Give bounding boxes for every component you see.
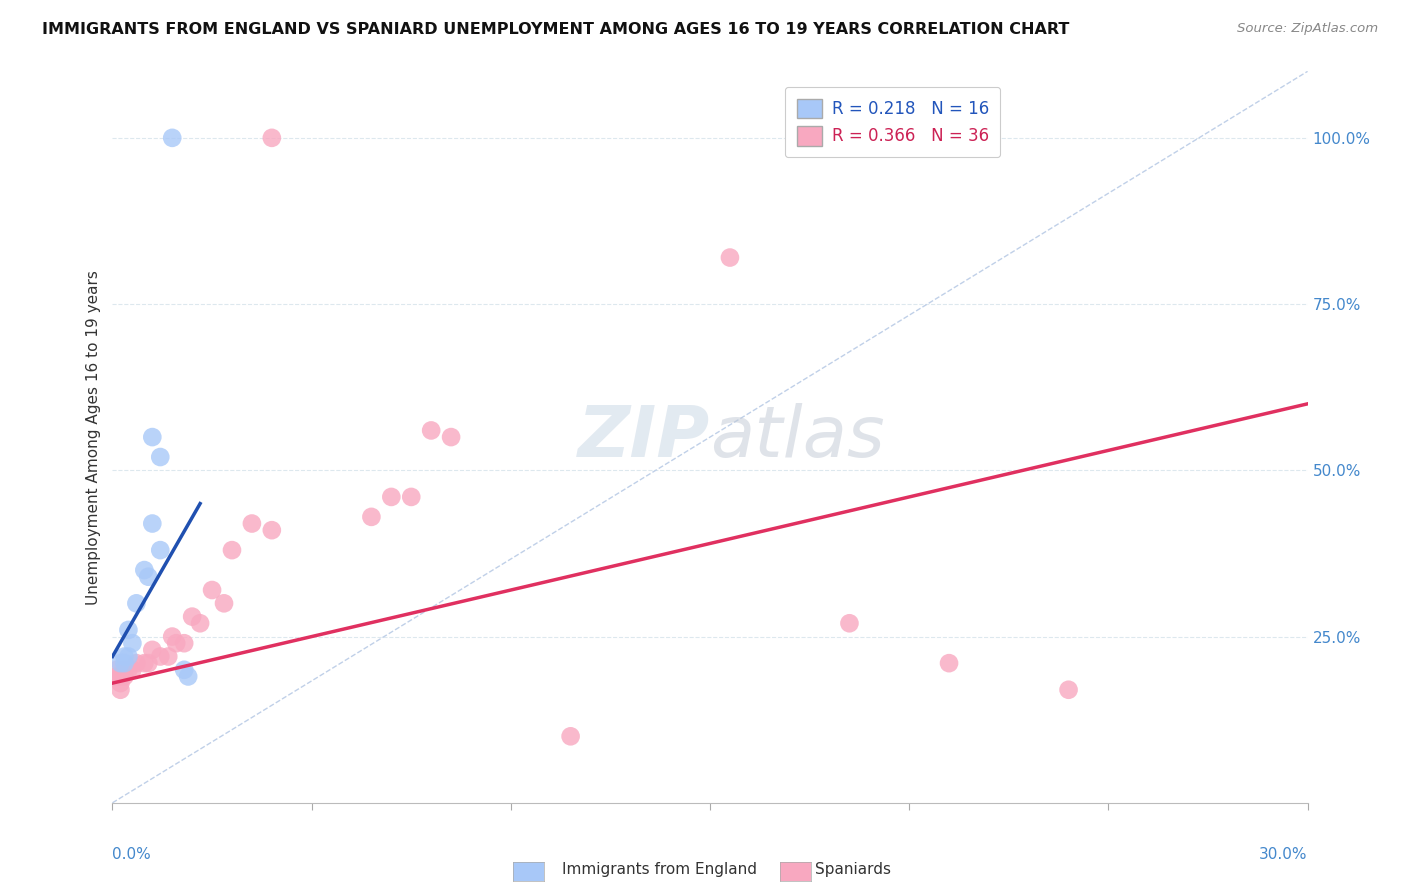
Text: ZIP: ZIP: [578, 402, 710, 472]
Point: [173, 636, 195, 650]
Text: Source: ZipAtlas.com: Source: ZipAtlas.com: [1237, 22, 1378, 36]
Point: [110, 669, 132, 683]
Text: 30.0%: 30.0%: [1260, 847, 1308, 862]
Point: [177, 669, 200, 683]
Point: [125, 656, 148, 670]
Point: [114, 669, 135, 683]
Point: [181, 609, 204, 624]
Point: [138, 570, 160, 584]
Point: [114, 663, 135, 677]
Point: [110, 682, 132, 697]
Y-axis label: Unemployment Among Ages 16 to 19 years: Unemployment Among Ages 16 to 19 years: [86, 269, 101, 605]
Point: [149, 649, 172, 664]
Point: [105, 669, 128, 683]
Point: [117, 649, 139, 664]
Point: [260, 131, 283, 145]
Point: [938, 656, 960, 670]
Point: [105, 663, 128, 677]
Point: [114, 656, 135, 670]
Point: [201, 582, 224, 597]
Point: [149, 543, 172, 558]
Point: [110, 676, 132, 690]
Text: Spaniards: Spaniards: [815, 863, 891, 877]
Point: [117, 623, 139, 637]
Point: [440, 430, 463, 444]
Text: IMMIGRANTS FROM ENGLAND VS SPANIARD UNEMPLOYMENT AMONG AGES 16 TO 19 YEARS CORRE: IMMIGRANTS FROM ENGLAND VS SPANIARD UNEM…: [42, 22, 1070, 37]
Text: Immigrants from England: Immigrants from England: [562, 863, 758, 877]
Point: [134, 563, 156, 577]
Point: [157, 649, 180, 664]
Point: [188, 616, 211, 631]
Point: [134, 656, 156, 670]
Point: [117, 663, 139, 677]
Point: [1057, 682, 1080, 697]
Point: [162, 131, 183, 145]
Point: [114, 649, 135, 664]
Point: [141, 516, 163, 531]
Text: atlas: atlas: [710, 402, 884, 472]
Point: [380, 490, 402, 504]
Point: [560, 729, 582, 743]
Point: [401, 490, 423, 504]
Point: [173, 663, 195, 677]
Point: [240, 516, 263, 531]
Point: [212, 596, 235, 610]
Point: [838, 616, 860, 631]
Point: [141, 643, 163, 657]
Point: [221, 543, 243, 558]
Point: [165, 636, 187, 650]
Point: [110, 656, 132, 670]
Point: [138, 656, 160, 670]
Point: [141, 430, 163, 444]
Point: [121, 636, 143, 650]
Legend: R = 0.218   N = 16, R = 0.366   N = 36: R = 0.218 N = 16, R = 0.366 N = 36: [785, 87, 1001, 157]
Text: 0.0%: 0.0%: [112, 847, 152, 862]
Point: [260, 523, 283, 537]
Point: [420, 424, 443, 438]
Point: [121, 663, 143, 677]
Point: [125, 596, 148, 610]
Point: [718, 251, 741, 265]
Point: [149, 450, 172, 464]
Point: [162, 630, 183, 644]
Point: [360, 509, 382, 524]
